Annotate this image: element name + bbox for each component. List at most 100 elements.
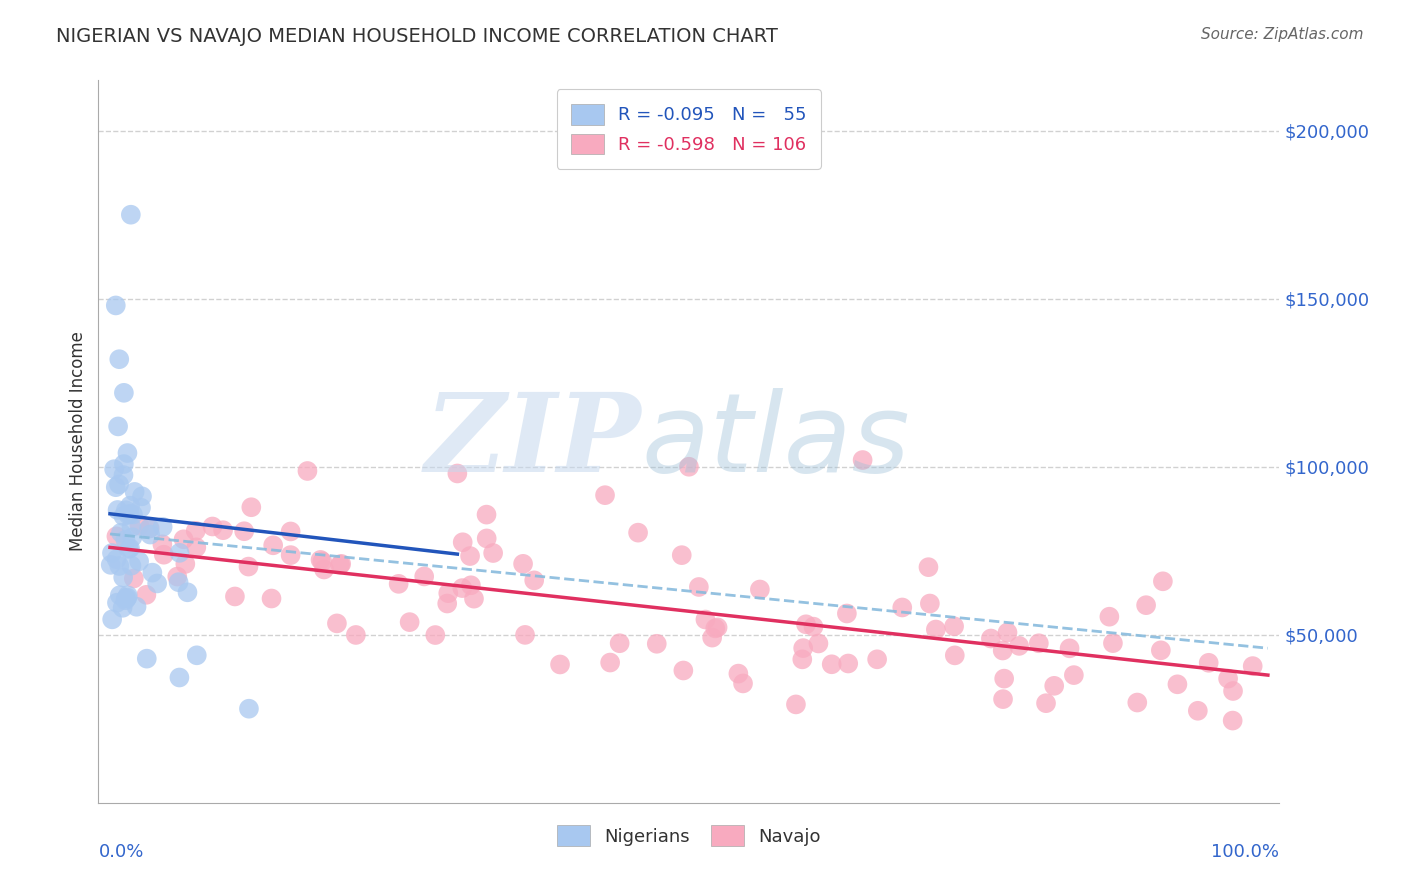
Point <box>131 489 153 503</box>
Point <box>475 532 498 546</box>
Point <box>330 557 353 571</box>
Point <box>460 578 482 592</box>
Point <box>112 385 135 400</box>
Point <box>803 620 825 634</box>
Point <box>167 575 190 590</box>
Point <box>184 524 207 538</box>
Point <box>122 572 145 586</box>
Point <box>108 477 131 491</box>
Point <box>121 530 143 544</box>
Point <box>135 588 157 602</box>
Point <box>1035 696 1057 710</box>
Text: 100.0%: 100.0% <box>1212 843 1279 861</box>
Point <box>152 520 174 534</box>
Point <box>118 541 141 556</box>
Point <box>446 467 468 481</box>
Point <box>224 590 246 604</box>
Point <box>262 538 284 552</box>
Point <box>891 600 914 615</box>
Point <box>706 620 728 634</box>
Point <box>1152 574 1174 589</box>
Point <box>609 636 631 650</box>
Point <box>101 546 124 560</box>
Point <box>112 457 135 471</box>
Point <box>114 533 136 547</box>
Point <box>124 484 146 499</box>
Point <box>118 507 141 521</box>
Point <box>1008 639 1031 653</box>
Point <box>139 527 162 541</box>
Point <box>413 569 436 583</box>
Point <box>702 631 724 645</box>
Point <box>174 557 197 571</box>
Point <box>925 623 948 637</box>
Point <box>105 596 128 610</box>
Point <box>1198 656 1220 670</box>
Point <box>105 529 128 543</box>
Point <box>117 508 139 522</box>
Point <box>186 541 208 555</box>
Point <box>108 352 131 367</box>
Point <box>152 548 174 562</box>
Point <box>997 625 1019 640</box>
Text: atlas: atlas <box>641 388 910 495</box>
Point <box>120 541 142 556</box>
Point <box>117 591 139 605</box>
Point <box>146 576 169 591</box>
Point <box>866 652 889 666</box>
Point <box>645 637 668 651</box>
Point <box>1222 684 1244 698</box>
Point <box>169 546 191 560</box>
Point <box>344 628 367 642</box>
Point <box>807 636 830 650</box>
Point <box>329 558 352 572</box>
Point <box>792 641 814 656</box>
Point <box>150 537 173 551</box>
Point <box>1135 598 1157 612</box>
Point <box>704 621 727 635</box>
Point <box>107 503 129 517</box>
Point <box>326 616 349 631</box>
Point <box>1063 668 1085 682</box>
Point <box>1059 641 1081 656</box>
Point <box>917 560 939 574</box>
Point <box>1028 636 1050 650</box>
Point <box>128 518 150 533</box>
Point <box>139 521 162 535</box>
Point <box>120 558 142 573</box>
Point <box>122 508 145 522</box>
Point <box>672 664 695 678</box>
Point <box>128 554 150 568</box>
Point <box>233 524 256 539</box>
Point <box>115 503 138 517</box>
Point <box>794 617 817 632</box>
Text: ZIP: ZIP <box>425 388 641 495</box>
Point <box>104 480 127 494</box>
Point <box>125 599 148 614</box>
Point <box>852 453 875 467</box>
Point <box>280 524 302 539</box>
Point <box>166 569 188 583</box>
Point <box>105 552 128 566</box>
Point <box>138 522 160 536</box>
Point <box>678 459 700 474</box>
Point <box>112 468 135 483</box>
Point <box>114 593 136 607</box>
Point <box>748 582 770 597</box>
Point <box>523 574 546 588</box>
Point <box>260 591 283 606</box>
Point <box>297 464 319 478</box>
Point <box>398 615 420 629</box>
Text: 0.0%: 0.0% <box>98 843 143 861</box>
Point <box>1216 672 1239 686</box>
Point <box>120 499 142 513</box>
Point <box>918 597 941 611</box>
Point <box>312 562 335 576</box>
Text: NIGERIAN VS NAVAJO MEDIAN HOUSEHOLD INCOME CORRELATION CHART: NIGERIAN VS NAVAJO MEDIAN HOUSEHOLD INCO… <box>56 27 778 45</box>
Point <box>135 651 157 665</box>
Point <box>437 586 460 600</box>
Point <box>727 666 749 681</box>
Point <box>475 508 498 522</box>
Point <box>436 597 458 611</box>
Point <box>117 446 139 460</box>
